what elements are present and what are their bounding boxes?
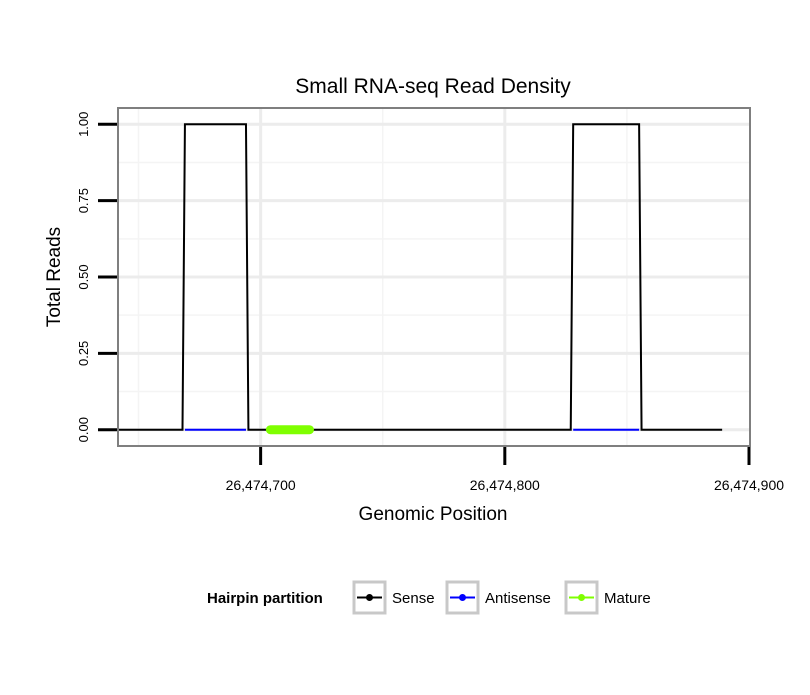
y-tick-label: 0.25 (76, 341, 91, 366)
x-tick-label: 26,474,700 (226, 477, 296, 493)
legend-key-point (366, 594, 373, 601)
y-tick-label: 0.00 (76, 417, 91, 442)
x-axis: 26,474,700 26,474,800 26,474,900 (226, 447, 784, 493)
x-tick-label: 26,474,800 (470, 477, 540, 493)
legend: Hairpin partition Sense Antisense Mature (207, 580, 651, 615)
x-tick-label: 26,474,900 (714, 477, 784, 493)
y-tick-label: 1.00 (76, 112, 91, 137)
chart-title: Small RNA-seq Read Density (295, 75, 571, 98)
x-axis-label: Genomic Position (359, 504, 508, 525)
legend-key-point (578, 594, 585, 601)
legend-key-point (459, 594, 466, 601)
legend-item-antisense: Antisense (445, 580, 551, 615)
legend-item-label: Mature (604, 590, 651, 607)
legend-title: Hairpin partition (207, 590, 323, 607)
series-sense-line (119, 123, 723, 431)
y-axis: 0.00 0.25 0.50 0.75 1.00 (76, 112, 117, 442)
y-tick-label: 0.75 (76, 188, 91, 213)
plot-panel-border (117, 107, 751, 447)
legend-item-sense: Sense (352, 580, 435, 615)
series-layer (119, 123, 723, 435)
y-axis-label: Total Reads (44, 227, 65, 327)
y-tick-label: 0.50 (76, 264, 91, 289)
legend-item-label: Sense (392, 590, 435, 607)
legend-item-label: Antisense (485, 590, 551, 607)
legend-item-mature: Mature (564, 580, 651, 615)
